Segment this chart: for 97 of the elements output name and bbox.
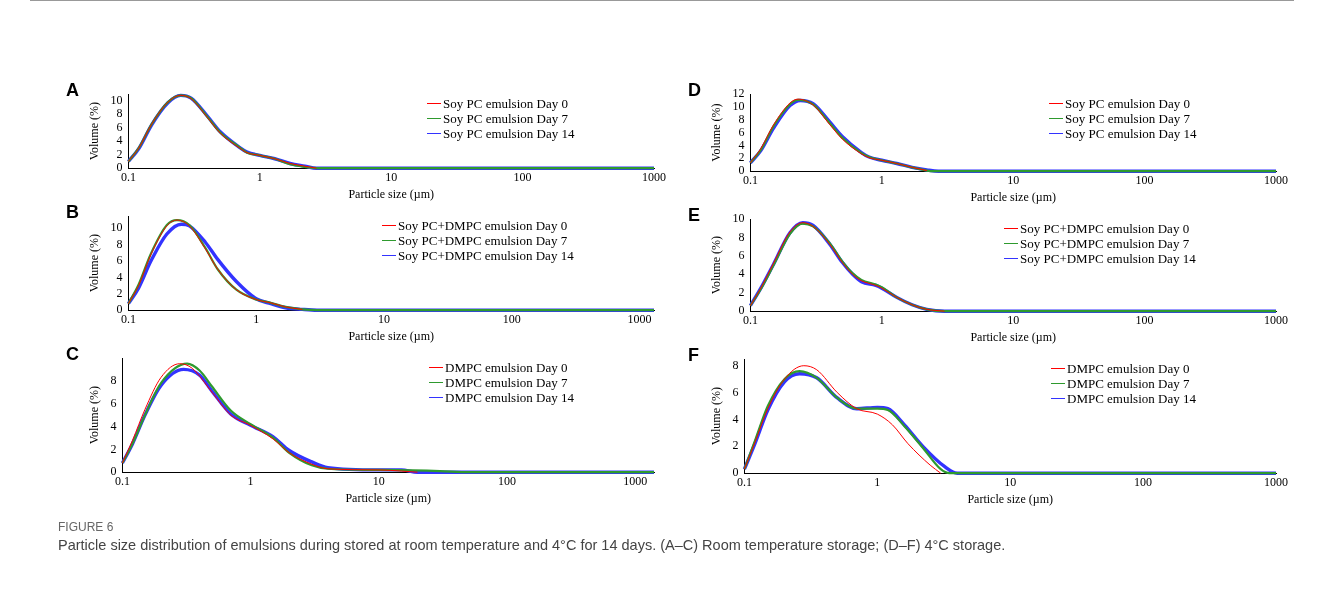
- y-axis-title: Volume (%): [709, 236, 724, 295]
- x-tick-label: 100: [513, 169, 532, 184]
- x-tick-label: 100: [1134, 474, 1153, 489]
- x-tick-label: 100: [1135, 172, 1154, 187]
- text: Particle size distribution of emulsions during stored at room temperature and 4°C for 14 days. (A–C) Room temperature storage; (D–F) 4°C storage.: [58, 537, 1006, 553]
- chart-title: F: [688, 345, 699, 366]
- x-tick-label: 1000: [642, 169, 666, 184]
- y-tick-label: 6: [738, 248, 745, 263]
- legend-label: DMPC emulsion Day 7: [1067, 376, 1190, 391]
- y-tick-label: 10: [732, 211, 745, 226]
- y-axis-title: Volume (%): [87, 234, 102, 293]
- y-tick-label: 4: [116, 269, 123, 284]
- y-tick-label: 8: [110, 373, 117, 387]
- legend-label: Soy PC+DMPC emulsion Day 7: [1020, 236, 1190, 251]
- x-tick-label: 1: [878, 172, 885, 187]
- x-tick-label: 1000: [1264, 172, 1288, 187]
- x-tick-label: 10: [385, 169, 398, 184]
- y-tick-label: 8: [738, 111, 745, 126]
- y-tick-label: 0: [738, 163, 745, 178]
- legend-label: DMPC emulsion Day 14: [1067, 391, 1196, 406]
- y-axis-title: Volume (%): [709, 103, 724, 162]
- legend-label: DMPC emulsion Day 7: [445, 375, 568, 390]
- y-tick-label: 2: [732, 438, 739, 453]
- y-tick-label: 0: [110, 464, 117, 479]
- legend-label: Soy PC+DMPC emulsion Day 0: [398, 218, 568, 233]
- y-tick-label: 6: [738, 124, 745, 139]
- y-tick-label: 2: [116, 146, 123, 161]
- legend-label: Soy PC emulsion Day 14: [1065, 126, 1197, 141]
- x-tick-label: 100: [502, 311, 521, 326]
- y-tick-label: 8: [116, 236, 123, 251]
- y-tick-label: 0: [732, 465, 739, 480]
- legend-label: Soy PC emulsion Day 0: [443, 96, 568, 111]
- y-tick-label: 4: [110, 418, 117, 433]
- legend-label: DMPC emulsion Day 0: [1067, 361, 1190, 376]
- y-tick-label: 4: [116, 133, 123, 148]
- legend-label: Soy PC emulsion Day 7: [1065, 111, 1190, 126]
- chart-title: A: [66, 80, 79, 101]
- x-tick-label: 1: [874, 474, 881, 489]
- legend-label: Soy PC emulsion Day 7: [443, 111, 568, 126]
- x-tick-label: 1000: [1264, 474, 1288, 489]
- chart-title: B: [66, 202, 79, 223]
- x-tick-label: 1: [878, 312, 885, 327]
- legend-label: DMPC emulsion Day 0: [445, 360, 568, 375]
- y-tick-label: 2: [110, 441, 117, 456]
- y-tick-label: 0: [116, 160, 123, 175]
- x-tick-label: 1000: [627, 311, 652, 326]
- y-tick-label: 4: [738, 266, 745, 281]
- y-tick-label: 0: [116, 302, 123, 317]
- x-axis-title: Particle size (µm): [970, 329, 1056, 344]
- x-tick-label: 10: [372, 473, 385, 488]
- legend-label: DMPC emulsion Day 14: [445, 390, 574, 405]
- x-axis-title: Particle size (µm): [970, 189, 1056, 204]
- legend-label: Soy PC+DMPC emulsion Day 7: [398, 233, 568, 248]
- y-tick-label: 8: [732, 357, 739, 372]
- x-tick-label: 1: [256, 169, 263, 184]
- y-tick-label: 8: [738, 229, 745, 244]
- x-axis-title: Particle size (µm): [345, 490, 431, 505]
- legend-label: Soy PC emulsion Day 14: [443, 126, 575, 141]
- x-axis-title: Particle size (µm): [967, 491, 1053, 506]
- y-tick-label: 6: [732, 384, 739, 399]
- y-tick-label: 2: [116, 285, 123, 300]
- x-tick-label: 1000: [623, 473, 648, 488]
- x-tick-label: 1000: [1264, 312, 1288, 327]
- x-tick-label: 10: [1004, 474, 1017, 489]
- y-tick-label: 6: [110, 395, 117, 410]
- y-tick-label: 4: [738, 137, 745, 152]
- legend-label: Soy PC emulsion Day 0: [1065, 96, 1190, 111]
- y-tick-label: 10: [110, 220, 123, 235]
- chart-title: C: [66, 344, 79, 365]
- y-tick-label: 0: [738, 303, 745, 318]
- x-tick-label: 1: [253, 311, 260, 326]
- caption: FIGURE 6: [58, 520, 115, 534]
- x-tick-label: 10: [1007, 312, 1020, 327]
- y-tick-label: 2: [738, 150, 745, 165]
- legend-label: Soy PC+DMPC emulsion Day 14: [398, 248, 574, 263]
- y-tick-label: 6: [116, 253, 123, 268]
- x-tick-label: 100: [498, 473, 517, 488]
- y-axis-title: Volume (%): [87, 386, 102, 445]
- y-tick-label: 2: [738, 284, 745, 299]
- chart-title: D: [688, 80, 701, 101]
- y-tick-label: 12: [732, 86, 745, 101]
- legend-label: Soy PC+DMPC emulsion Day 0: [1020, 221, 1190, 236]
- x-tick-label: 100: [1135, 312, 1154, 327]
- y-tick-label: 10: [110, 92, 123, 107]
- legend-label: Soy PC+DMPC emulsion Day 14: [1020, 251, 1196, 266]
- y-axis-title: Volume (%): [87, 102, 102, 161]
- x-tick-label: 10: [1007, 172, 1020, 187]
- y-axis-title: Volume (%): [709, 387, 724, 446]
- y-tick-label: 4: [732, 411, 739, 426]
- chart-title: E: [688, 205, 701, 226]
- x-tick-label: 10: [377, 311, 390, 326]
- y-tick-label: 10: [732, 99, 745, 114]
- y-tick-label: 8: [116, 106, 123, 121]
- x-axis-title: Particle size (µm): [348, 328, 434, 343]
- x-axis-title: Particle size (µm): [348, 186, 434, 201]
- y-tick-label: 6: [116, 119, 123, 134]
- x-tick-label: 1: [247, 473, 254, 488]
